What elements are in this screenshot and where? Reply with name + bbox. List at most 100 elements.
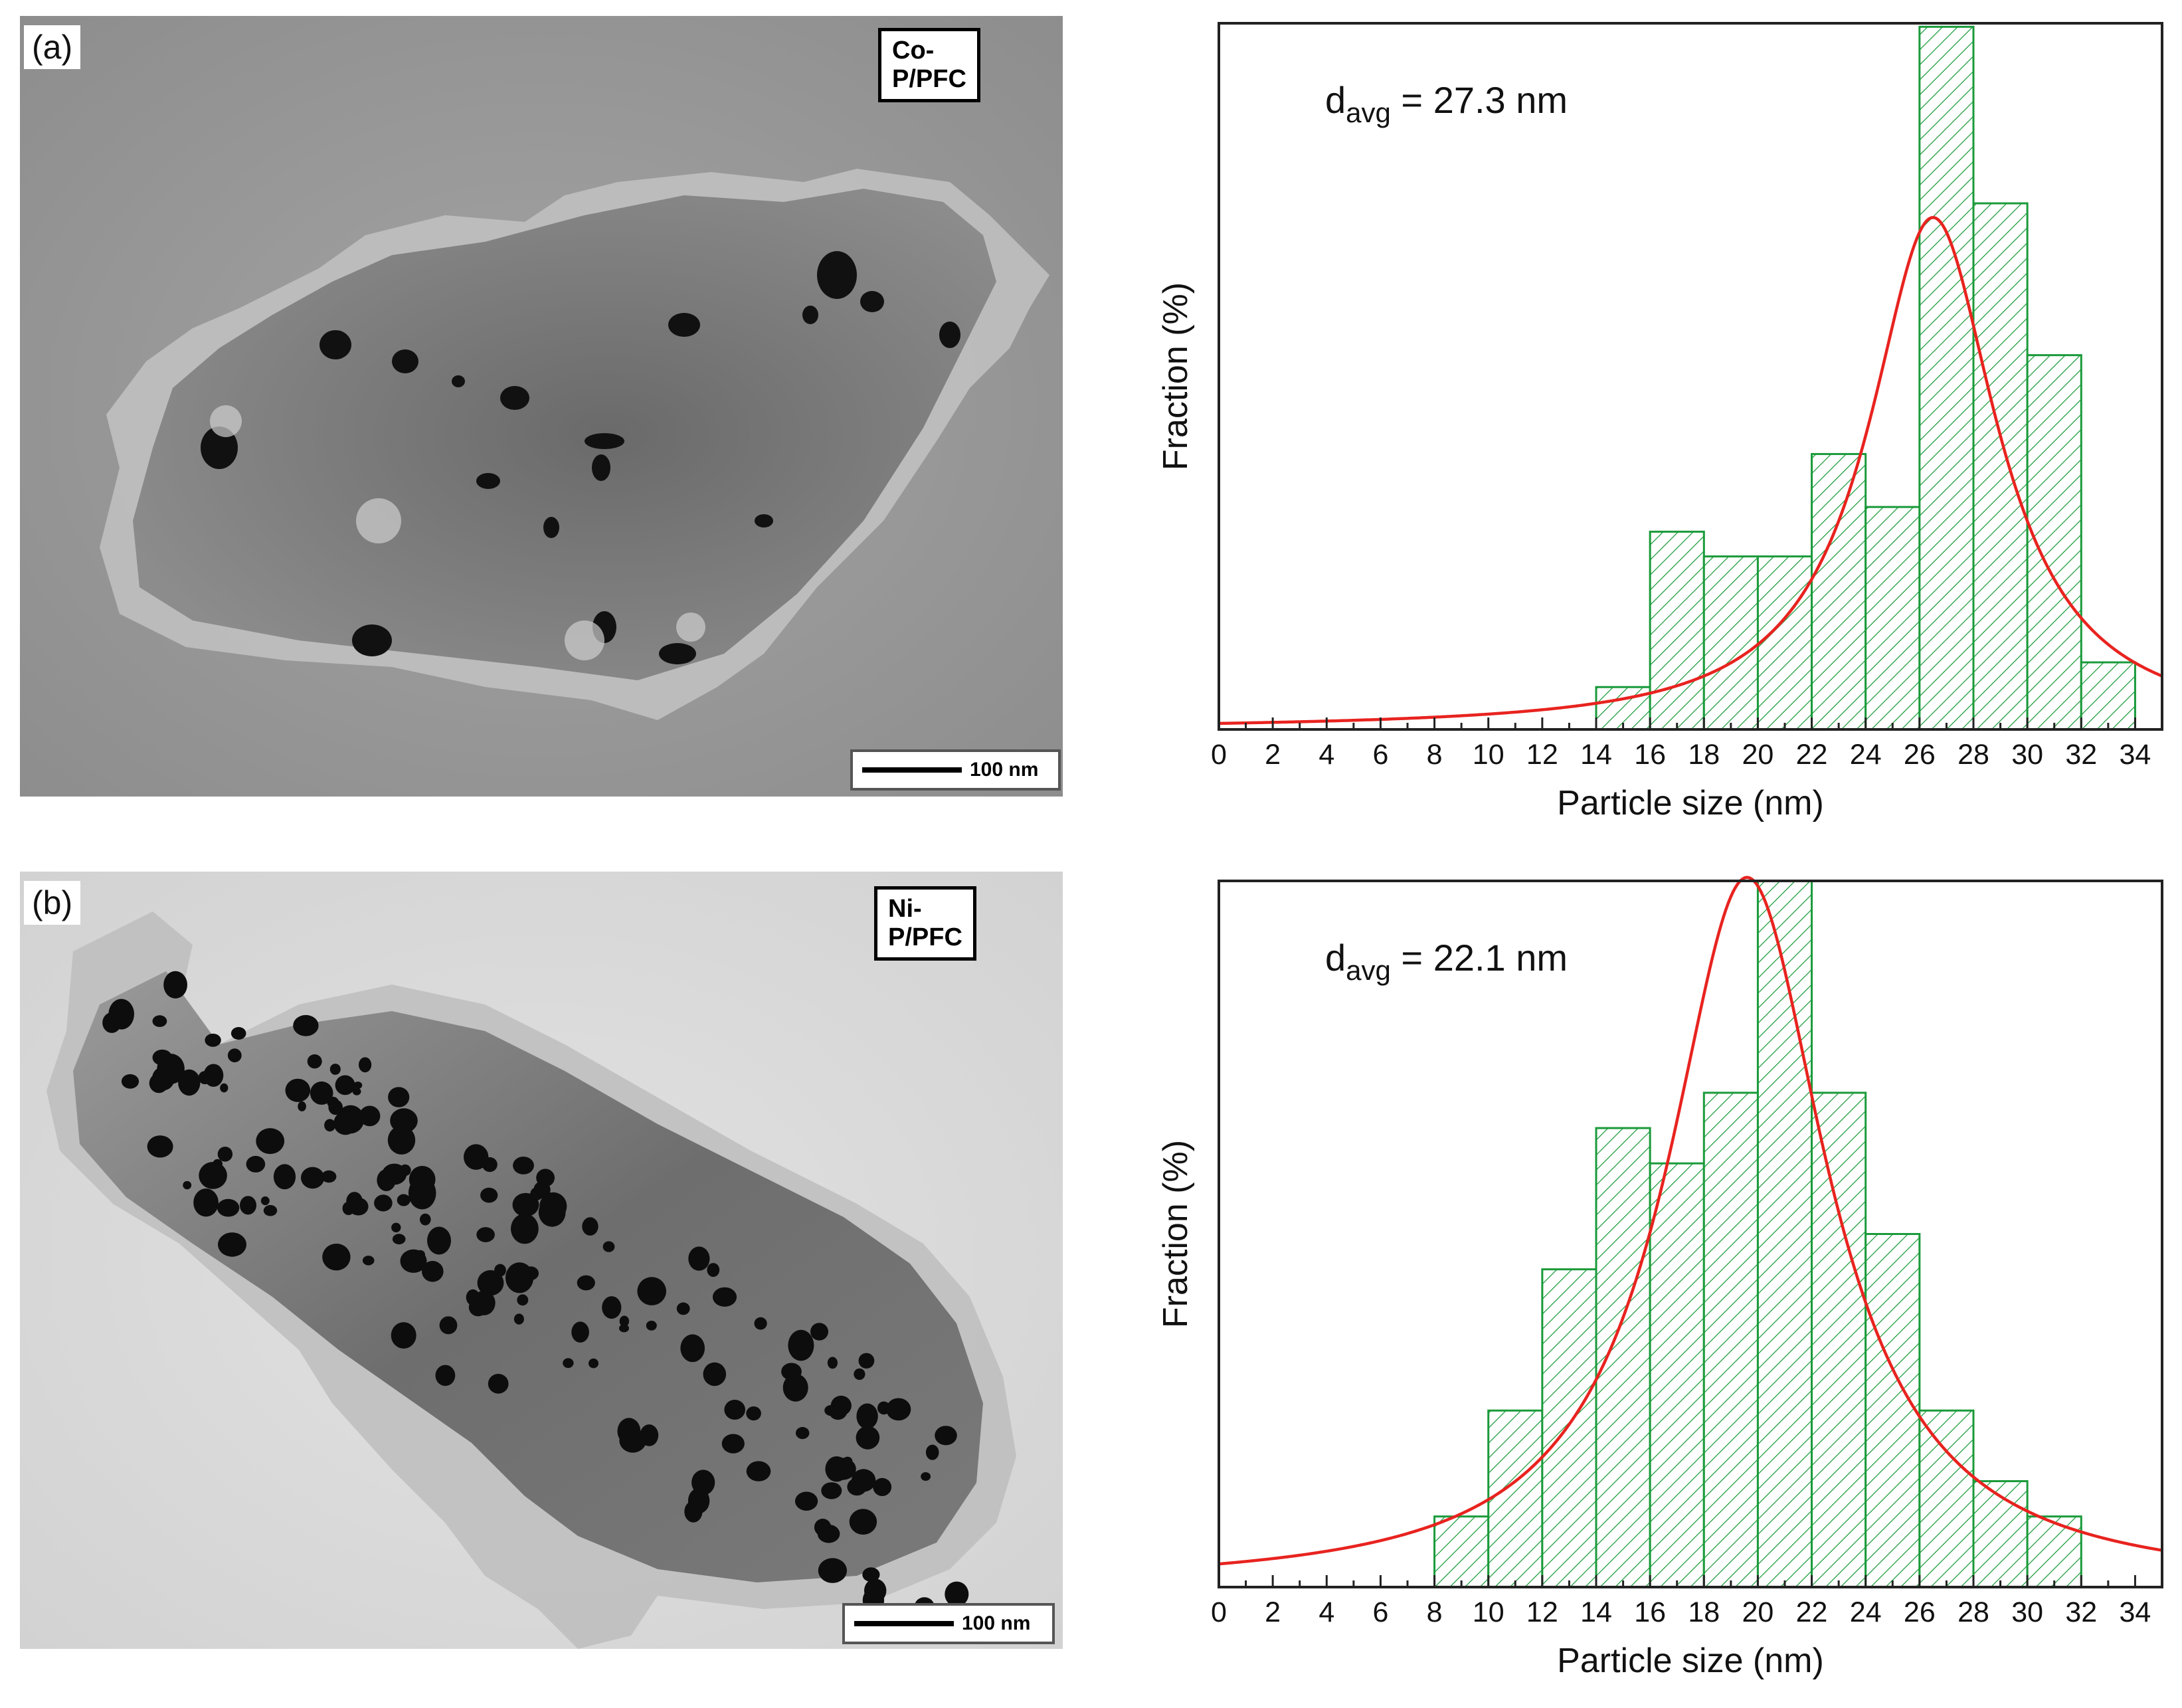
nanoparticle (746, 1461, 771, 1481)
nanoparticle (505, 1262, 534, 1293)
tem-micrograph-co-p-pfc-icon (20, 16, 1063, 797)
nanoparticle (427, 1226, 451, 1255)
histogram-bar (1649, 530, 1705, 731)
nanoparticle (688, 1246, 710, 1271)
nanoparticle (240, 1196, 256, 1215)
nanoparticle (388, 1087, 410, 1107)
histogram-bar (1649, 1162, 1705, 1588)
nanoparticle (397, 1194, 410, 1206)
nanoparticle (617, 1418, 641, 1445)
histogram-bar (2080, 661, 2136, 731)
nanoparticle (324, 1119, 336, 1132)
nanoparticle (217, 1147, 233, 1162)
scale-bar-label-b: 100 nm (962, 1612, 1031, 1634)
x-tick-label: 30 (2011, 1596, 2043, 1628)
nanoparticle (589, 1358, 598, 1369)
sample-label-b: Ni-P/PFC (874, 886, 976, 961)
nanoparticle (346, 1192, 363, 1211)
histogram-bar (1864, 1233, 1921, 1588)
x-tick-label: 30 (2011, 739, 2043, 771)
sample-label-a: Co-P/PFC (878, 28, 980, 102)
histogram-bar (1702, 1091, 1759, 1588)
bars-group (1433, 880, 2082, 1588)
x-tick-label: 26 (1904, 1596, 1936, 1628)
nanoparticle (849, 1509, 877, 1535)
nanoparticle (246, 1155, 266, 1173)
x-tick-label: 20 (1742, 739, 1774, 771)
nanoparticle (703, 1362, 727, 1386)
nanoparticle (858, 1353, 875, 1369)
nanoparticle (925, 1444, 939, 1460)
x-tick-label: 4 (1318, 739, 1334, 771)
nanoparticle (178, 1069, 201, 1096)
nanoparticle (886, 1398, 911, 1421)
nanoparticle (422, 1261, 444, 1282)
x-tick-label: 4 (1318, 1596, 1334, 1628)
tem-image-b (20, 872, 1063, 1649)
nanoparticle (821, 1482, 842, 1499)
nanoparticle (602, 1241, 615, 1252)
nanoparticle (511, 1213, 539, 1244)
nanoparticle (193, 1188, 219, 1217)
nanoparticle (828, 1401, 848, 1420)
histogram-bar (1864, 506, 1921, 731)
histogram-bar (1433, 1515, 1490, 1588)
nanoparticle (420, 1213, 431, 1226)
histogram-svg-a: 0 2 4 6 8 10 12 14 16 18 20 22 24 26 28 30 32 34Particle … (1156, 22, 2163, 822)
nanoparticle (827, 1357, 838, 1369)
x-tick-label: 2 (1265, 1596, 1281, 1628)
nanoparticle (285, 1078, 311, 1102)
histogram-bar (1811, 1091, 1867, 1588)
nanoparticle (152, 1015, 167, 1027)
nanoparticle (842, 1456, 853, 1466)
nanoparticle (227, 1048, 242, 1063)
nanoparticle (563, 1358, 574, 1369)
scale-bar-label-a: 100 nm (970, 759, 1039, 781)
panel-letter-b: (b) (24, 881, 81, 925)
nanoparticle (392, 1234, 406, 1245)
nanoparticle (746, 1406, 761, 1421)
nanoparticle (810, 1323, 828, 1341)
x-tick-label: 24 (1850, 739, 1882, 771)
x-tick-label: 8 (1427, 739, 1443, 771)
nanoparticle (220, 1083, 228, 1093)
nanoparticle (352, 1088, 361, 1095)
nanoparticle (488, 1374, 509, 1394)
nanoparticle (782, 1373, 808, 1402)
tem-image-a (20, 16, 1063, 797)
nanoparticle (362, 1256, 375, 1266)
nanoparticle (864, 1578, 887, 1603)
nanoparticle (680, 1334, 705, 1363)
fit-curve (1218, 216, 2163, 725)
nanoparticle (263, 1204, 278, 1216)
nanoparticle (862, 1567, 880, 1582)
x-tick-label: 32 (2065, 739, 2097, 771)
histogram-bar (1541, 1268, 1597, 1588)
nanoparticle (293, 1014, 319, 1036)
x-tick-label: 16 (1634, 1596, 1666, 1628)
nanoparticle (854, 1368, 865, 1380)
x-tick-label: 22 (1796, 739, 1828, 771)
nanoparticle (322, 1244, 351, 1271)
nanoparticle (513, 1313, 524, 1325)
x-tick-label: 6 (1372, 1596, 1388, 1628)
nanoparticle (183, 1181, 192, 1190)
nanoparticle (310, 1081, 333, 1105)
nanoparticle (108, 998, 134, 1030)
scale-bar-b: 100 nm (842, 1603, 1055, 1644)
nanoparticle (476, 1227, 495, 1242)
histogram-bar (1487, 1409, 1544, 1588)
y-axis-label: Fraction (%) (1156, 1140, 1195, 1328)
nanoparticle (712, 1287, 737, 1307)
nanoparticle (619, 1324, 629, 1333)
x-tick-label: 2 (1265, 739, 1281, 771)
nanoparticle (391, 1222, 401, 1232)
nanoparticle (582, 1217, 598, 1236)
histogram-bar (1595, 1127, 1651, 1588)
x-tick-label: 32 (2065, 1596, 2097, 1628)
x-tick-label: 34 (2120, 739, 2151, 771)
nanoparticle (298, 1101, 306, 1111)
nanoparticle (399, 1164, 411, 1177)
nanoparticle (147, 1135, 173, 1158)
